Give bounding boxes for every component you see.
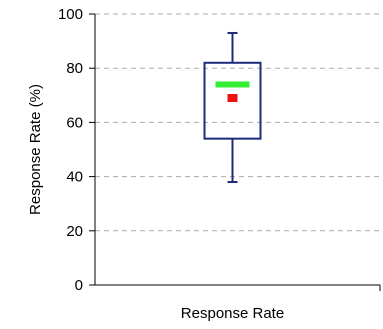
- y-tick-label: 80: [66, 60, 83, 77]
- y-tick-label: 0: [75, 277, 83, 294]
- y-axis-label: Response Rate (%): [27, 84, 44, 215]
- median-bar: [215, 81, 250, 88]
- gridlines: [95, 13, 380, 232]
- box-group: [203, 31, 262, 184]
- y-tick-label: 20: [66, 223, 83, 240]
- axes: [94, 14, 381, 291]
- iqr-box: [203, 61, 262, 140]
- y-tick-label: 40: [66, 169, 83, 186]
- boxes: [203, 31, 262, 184]
- y-tick-label: 100: [58, 6, 83, 23]
- mean-marker: [227, 94, 238, 103]
- x-axis-label: Response Rate: [181, 305, 284, 322]
- y-tick-label: 60: [66, 114, 83, 131]
- y-ticks: 0 20 40 60 80 100: [58, 6, 95, 294]
